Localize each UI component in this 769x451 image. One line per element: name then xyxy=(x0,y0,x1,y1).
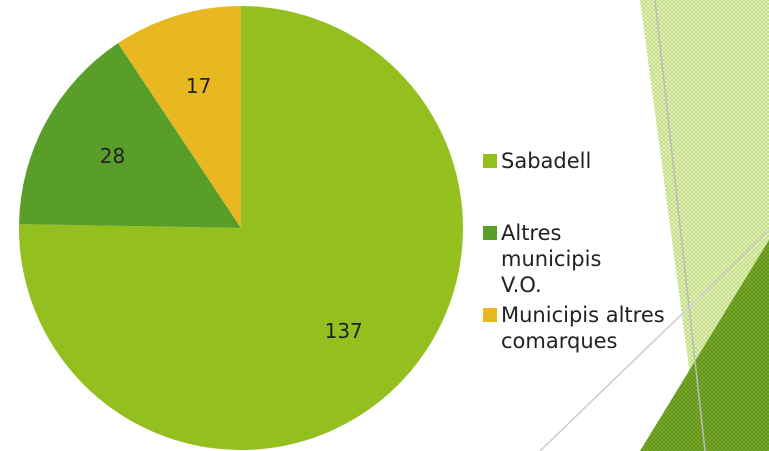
pie-slice xyxy=(118,6,241,228)
legend-label: Sabadell xyxy=(501,149,592,173)
pie-slice xyxy=(19,43,241,228)
data-label: 137 xyxy=(325,319,363,343)
legend-swatch xyxy=(483,154,497,168)
legend-item: Altres municipis V.O. xyxy=(483,220,633,298)
data-label: 17 xyxy=(186,74,211,98)
legend-swatch xyxy=(483,226,497,240)
legend-item: Sabadell xyxy=(483,148,633,174)
data-label: 28 xyxy=(100,144,125,168)
pie: 137 28 17 xyxy=(19,6,464,451)
pie-slice xyxy=(19,6,464,451)
legend-item: Municipis altres comarques xyxy=(483,302,668,354)
legend-label: Altres municipis V.O. xyxy=(501,221,602,297)
legend-label: Municipis altres comarques xyxy=(501,303,665,353)
legend-swatch xyxy=(483,308,497,322)
background-decoration xyxy=(539,0,769,451)
